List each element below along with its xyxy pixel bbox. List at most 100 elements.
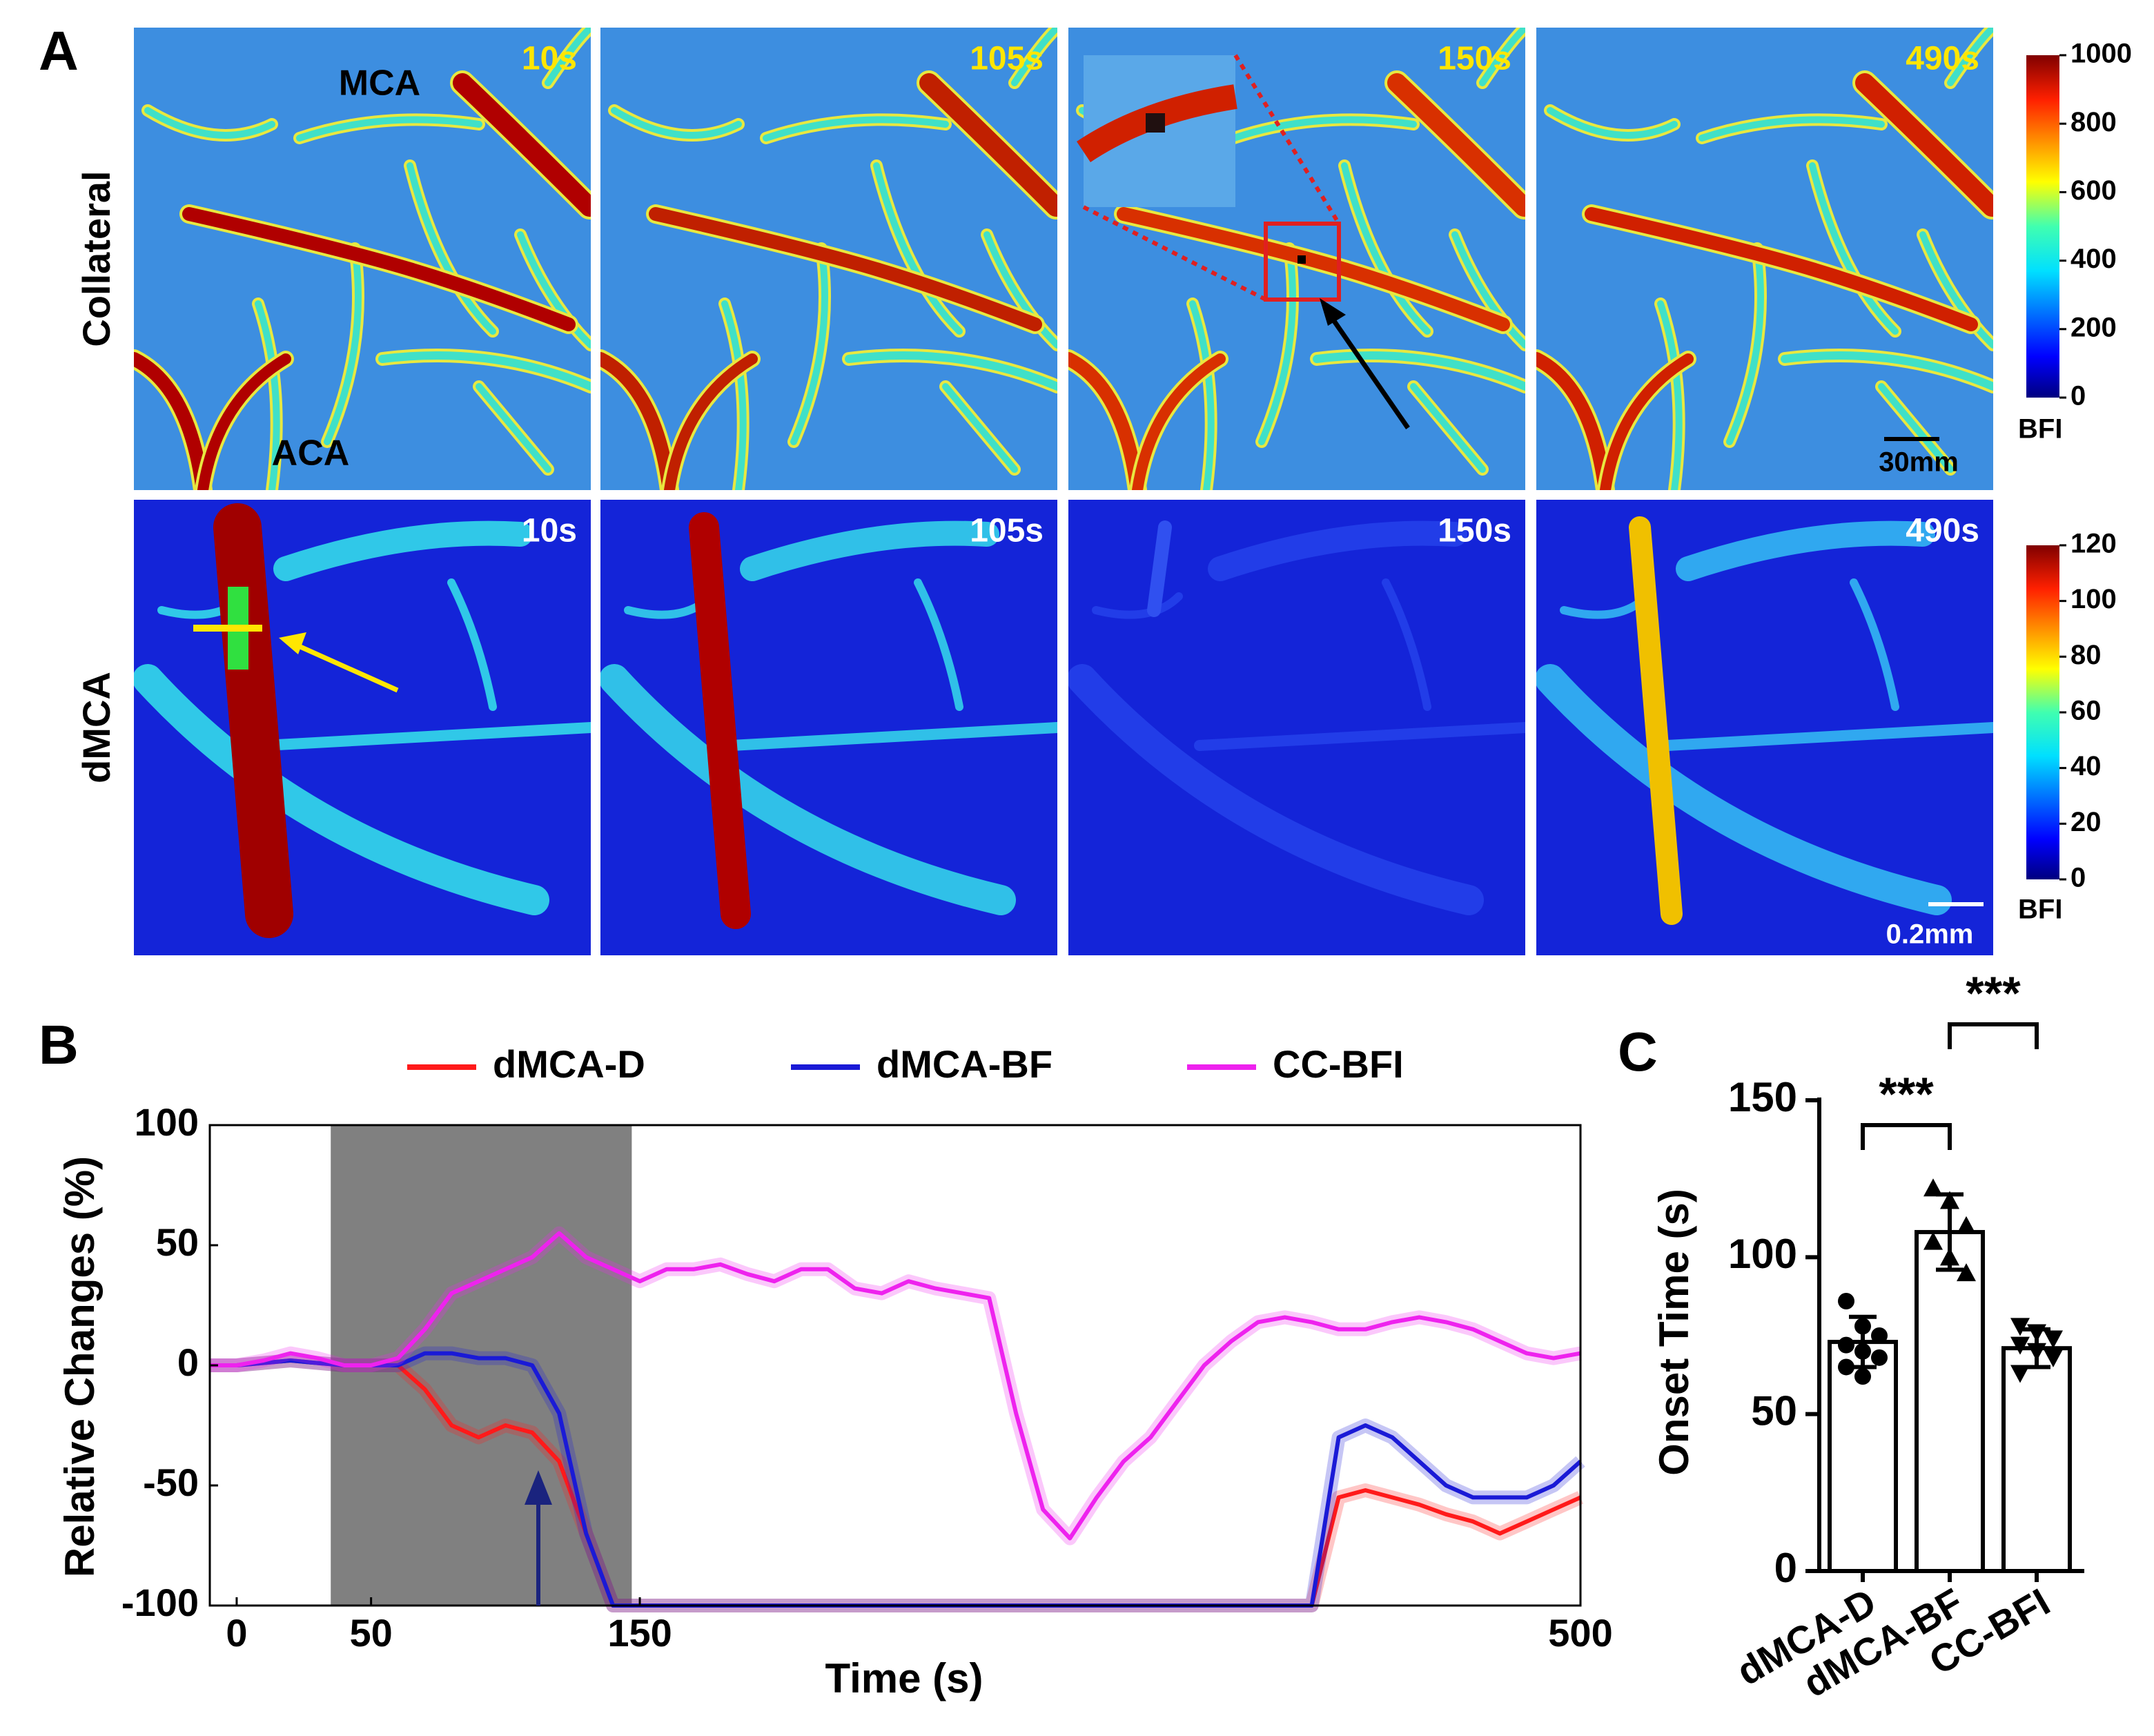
vessel [476, 383, 551, 473]
vessel [324, 245, 362, 445]
vessel [1781, 351, 1993, 391]
vessel [1878, 383, 1954, 473]
colorbar-tick-label: 80 [2070, 640, 2102, 670]
vessel [1208, 520, 1467, 581]
image-panel [1068, 500, 1525, 955]
y-tick-label: 0 [177, 1340, 199, 1384]
vessel [763, 116, 949, 142]
vessel [296, 116, 482, 142]
vessel [611, 107, 742, 139]
vessel [1387, 73, 1525, 217]
x-tick-label: 500 [1548, 1611, 1612, 1655]
arrowhead [525, 1470, 552, 1505]
legend-label: CC-BFI [1273, 1042, 1404, 1086]
vessel [983, 231, 1057, 349]
vessel [453, 73, 591, 217]
colorbar-tick-label: 100 [2070, 584, 2117, 614]
vessel [545, 28, 591, 86]
data-point [2027, 1343, 2046, 1361]
zoom-line [1082, 54, 1341, 302]
arrow [1326, 311, 1410, 429]
vessels [1536, 516, 1993, 925]
data-point [1923, 1178, 1943, 1197]
vessel [1698, 116, 1885, 142]
vessel [1600, 353, 1694, 490]
x-tick-label: 150 [607, 1611, 672, 1655]
arrowhead [279, 632, 306, 654]
image-panel [600, 28, 1057, 490]
significance-label: *** [1966, 967, 2021, 1020]
x-axis-title: Time (s) [825, 1655, 983, 1701]
colorbar-tick-label: 40 [2070, 751, 2102, 781]
time-label: 150s [1438, 41, 1511, 77]
vessel [1657, 300, 1683, 490]
vessel [1068, 352, 1144, 490]
vessel [260, 722, 591, 751]
vessel [721, 300, 747, 490]
vessel [1258, 245, 1296, 445]
significance-bracket [1861, 1123, 1952, 1150]
vessel [1850, 578, 1899, 711]
series-line [210, 1231, 1581, 1541]
data-point [1854, 1368, 1871, 1385]
y-tick-label: 100 [1728, 1231, 1797, 1277]
vessel [1189, 300, 1215, 490]
vessel [1231, 116, 1417, 142]
vessel [255, 300, 280, 490]
time-label: 490s [1906, 41, 1979, 77]
vessels [1536, 28, 1993, 490]
time-label: 150s [1438, 513, 1511, 549]
colorbar-tick-label: 200 [2070, 312, 2117, 342]
vessel [1011, 28, 1057, 86]
legend-label: dMCA-BF [877, 1042, 1052, 1086]
vessel [1855, 73, 1993, 217]
image-panel [600, 500, 1057, 955]
colorbar-tick-label: 400 [2070, 244, 2117, 274]
y-tick-label: 0 [1774, 1545, 1797, 1591]
y-axis-title: Onset Time (s) [1651, 1189, 1697, 1476]
data-point [1957, 1263, 1976, 1282]
vessel [1585, 207, 1978, 331]
zoom-box [1264, 222, 1341, 302]
vessel [182, 207, 576, 331]
arrow [291, 641, 399, 693]
vessel [1132, 353, 1226, 490]
panel-label: A [39, 20, 79, 81]
vessel [213, 503, 293, 938]
scale-bar-label: 0.2mm [1886, 919, 1974, 950]
vessel [1341, 162, 1431, 335]
vessel [942, 383, 1018, 473]
data-point [2010, 1365, 2030, 1383]
image-panel [1536, 28, 1993, 490]
data-point [2044, 1330, 2063, 1349]
vessel [378, 351, 591, 391]
vessel [447, 578, 497, 711]
significance-label: *** [1879, 1068, 1934, 1120]
vessel [740, 520, 999, 581]
vessel [664, 353, 758, 490]
colorbar-tick-label: 1000 [2070, 39, 2132, 69]
vessel [873, 162, 963, 335]
data-point [1854, 1343, 1871, 1360]
vessel [1947, 28, 1993, 86]
vessel [726, 722, 1057, 751]
annotation: ACA [272, 433, 350, 474]
roi [1298, 255, 1306, 264]
data-point [1838, 1336, 1854, 1354]
vessel [600, 664, 1016, 915]
legend-label: dMCA-D [493, 1042, 645, 1086]
vessel [845, 351, 1057, 391]
colorbar-tick-label: 800 [2070, 107, 2117, 137]
y-tick-label: 50 [1751, 1388, 1797, 1434]
colorbar-tick-label: 120 [2070, 529, 2117, 559]
vessel [914, 578, 963, 711]
vessel [1147, 520, 1172, 617]
data-point [2010, 1318, 2030, 1336]
time-label: 105s [970, 41, 1044, 77]
vessels [600, 512, 1057, 929]
vessel [689, 512, 751, 929]
y-tick-label: 100 [135, 1100, 199, 1144]
vessels [600, 28, 1057, 490]
vessel [1662, 722, 1993, 751]
